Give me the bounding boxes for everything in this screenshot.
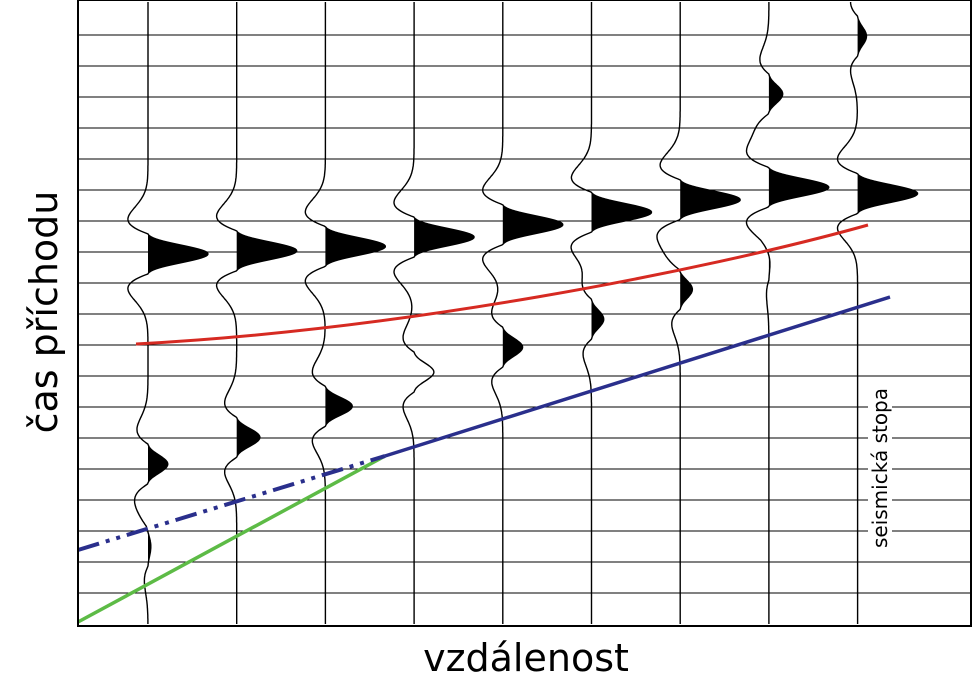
seismic-trace bbox=[570, 2, 653, 624]
plot-frame bbox=[77, 0, 972, 627]
wavelet-fill bbox=[591, 191, 652, 233]
seismic-trace bbox=[836, 2, 919, 624]
direct-wave-line bbox=[77, 454, 386, 624]
trace-annotation: seismická stopa bbox=[868, 382, 892, 554]
travel-time-curves bbox=[77, 223, 891, 624]
wavelet-fill bbox=[857, 15, 867, 57]
wavelet-fill bbox=[325, 385, 353, 427]
seismic-traces bbox=[127, 2, 919, 624]
y-axis-label: čas příchodu bbox=[22, 190, 66, 434]
wavelet-fill bbox=[768, 167, 829, 208]
wavelet-fill bbox=[414, 216, 474, 258]
wavelet-fill bbox=[502, 326, 523, 368]
wavelet-fill bbox=[768, 73, 783, 115]
wavelet-fill bbox=[148, 233, 208, 275]
seismic-trace bbox=[215, 2, 298, 624]
wavelet-fill bbox=[768, 239, 770, 281]
seismic-trace bbox=[481, 2, 564, 624]
wavelet-fill bbox=[236, 417, 260, 458]
seismic-trace bbox=[304, 2, 386, 624]
wavelet-fill bbox=[148, 443, 168, 485]
wavelet-fill bbox=[680, 269, 693, 310]
refracted-wave-line bbox=[384, 295, 891, 458]
x-axis-label: vzdálenost bbox=[423, 636, 629, 680]
wavelet-fill bbox=[680, 179, 741, 221]
wavelet-fill bbox=[236, 230, 297, 272]
seismic-trace bbox=[127, 2, 209, 624]
wavelet-fill bbox=[591, 298, 604, 340]
seismic-trace bbox=[656, 2, 741, 624]
wavelet-fill bbox=[857, 173, 918, 214]
seismic-trace bbox=[393, 2, 475, 624]
refracted-wave-dashed-line bbox=[77, 454, 386, 552]
wavelet-fill bbox=[148, 525, 151, 567]
time-gridlines bbox=[78, 34, 971, 594]
wavelet-fill bbox=[325, 226, 386, 267]
reflected-wave-curve bbox=[135, 223, 869, 346]
wavelet-fill bbox=[502, 204, 563, 246]
